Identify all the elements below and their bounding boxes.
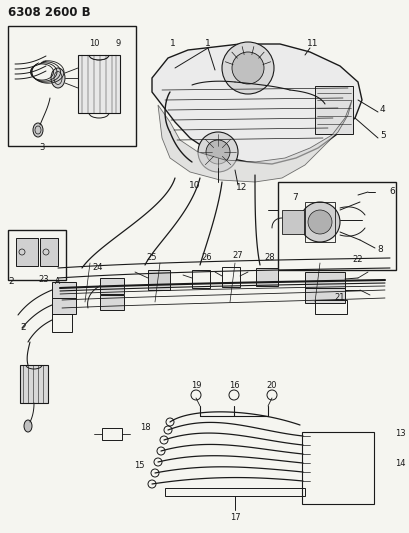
Bar [102,428,122,440]
Bar [314,86,352,134]
Text: 2: 2 [20,324,25,333]
Circle shape [307,210,331,234]
Bar [20,365,48,403]
Bar [148,270,170,290]
Text: 24: 24 [92,262,103,271]
Circle shape [299,202,339,242]
Text: 27: 27 [232,252,243,261]
Text: 14: 14 [394,459,405,469]
Text: 10: 10 [88,39,99,49]
Text: 1: 1 [170,38,175,47]
Circle shape [221,42,273,94]
Bar [301,432,373,504]
Bar [304,272,344,288]
Bar [304,288,344,303]
Ellipse shape [24,420,32,432]
Text: 2: 2 [8,278,13,287]
Circle shape [231,52,263,84]
Text: 17: 17 [229,513,240,522]
Text: 10: 10 [189,181,200,190]
Text: 20: 20 [266,382,276,391]
Bar [78,55,120,113]
Bar [100,295,124,310]
Ellipse shape [51,68,65,88]
Circle shape [198,132,237,172]
Polygon shape [152,44,361,164]
Bar [314,300,346,314]
Ellipse shape [33,123,43,137]
Text: 11: 11 [306,39,318,49]
Bar [277,182,395,270]
Bar [304,202,334,242]
Text: 6308 2600 B: 6308 2600 B [8,6,90,20]
Bar [191,270,209,288]
Bar [40,238,58,266]
Text: 1: 1 [204,38,210,47]
Bar [8,26,136,146]
Text: 19: 19 [190,382,201,391]
Bar [255,268,277,286]
Text: 22: 22 [352,255,362,264]
Bar [16,238,38,266]
Text: 12: 12 [236,183,247,192]
Text: 21: 21 [334,294,344,303]
Bar [281,210,303,234]
Polygon shape [157,100,351,182]
Circle shape [205,140,229,164]
Bar [100,278,124,294]
Bar [164,488,304,496]
Text: 5: 5 [379,132,385,141]
Text: 9: 9 [115,39,120,49]
Text: 6: 6 [388,188,394,197]
Text: 8: 8 [376,246,382,254]
Bar [8,230,66,280]
Bar [52,282,76,298]
Bar [52,298,76,314]
Text: 28: 28 [264,253,274,262]
Text: 4: 4 [379,106,385,115]
Text: 23: 23 [38,276,49,285]
Text: 7: 7 [291,193,297,203]
Text: 18: 18 [139,424,150,432]
Text: A: A [55,278,60,287]
Text: 15: 15 [134,461,145,470]
Text: 3: 3 [39,143,45,152]
Text: 16: 16 [228,382,239,391]
Text: 26: 26 [201,253,212,262]
Text: 25: 25 [146,254,157,262]
Bar [52,314,72,332]
Bar [221,267,239,287]
Text: 13: 13 [394,430,405,439]
